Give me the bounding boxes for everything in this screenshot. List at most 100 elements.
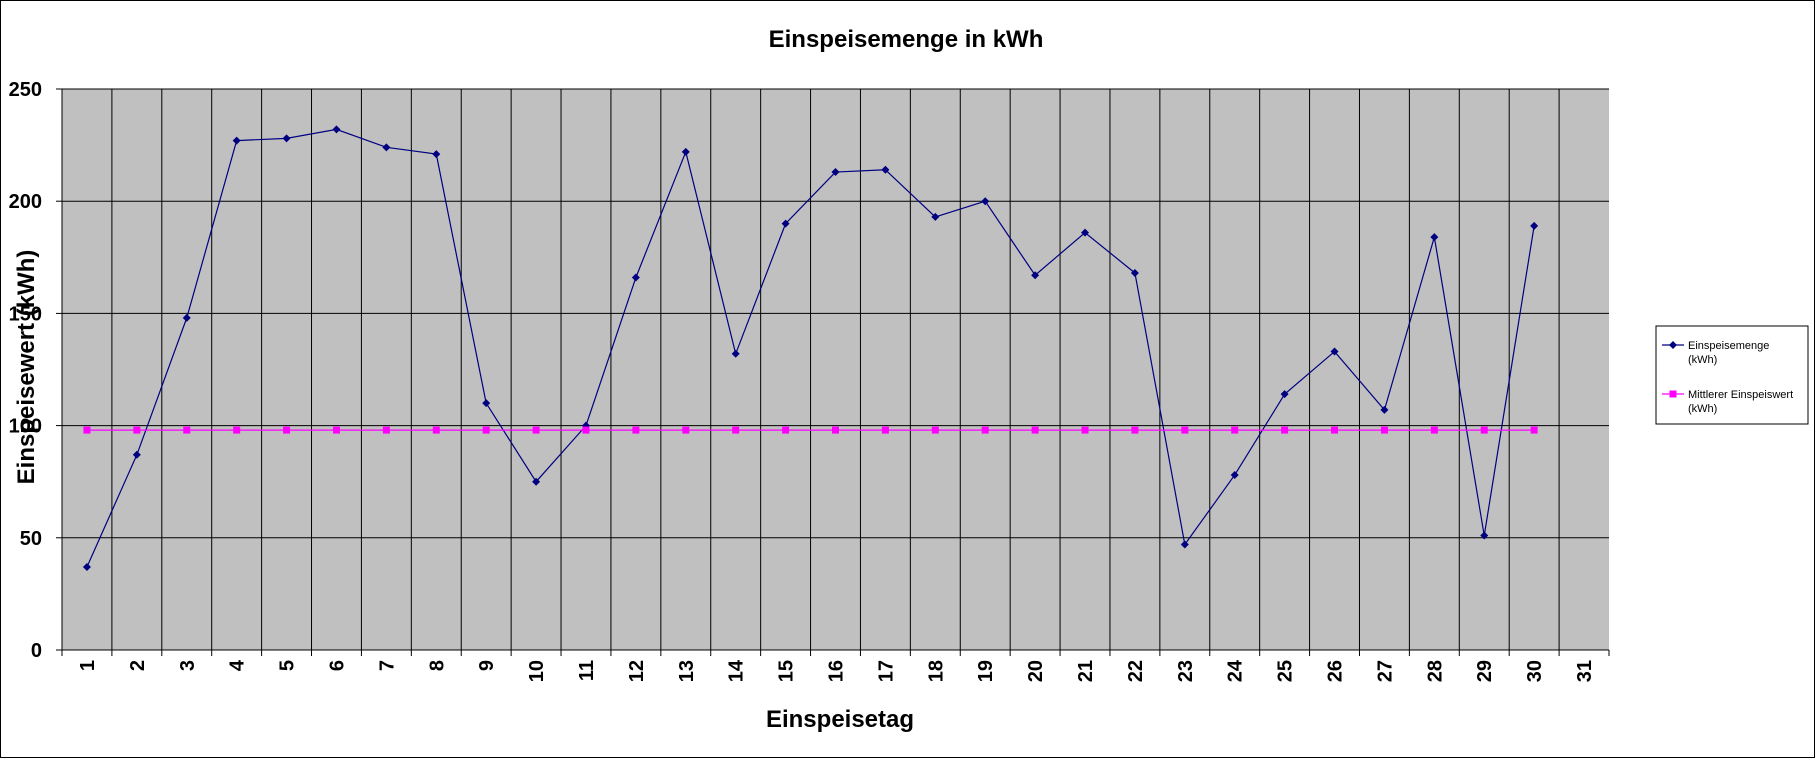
data-point-diamond [182,313,191,322]
data-point-diamond [1230,470,1239,479]
x-tick-label: 14 [726,659,748,682]
x-tick-label: 23 [1175,660,1197,682]
x-tick-label: 8 [426,660,448,671]
data-point-diamond [332,125,341,134]
data-point-square [1530,426,1538,434]
x-tick-label: 2 [127,660,149,671]
data-point-square [1231,426,1239,434]
y-tick-label: 50 [20,528,42,550]
x-tick-label: 5 [277,660,299,671]
x-tick-label: 4 [227,659,249,671]
data-point-square [632,426,640,434]
legend: Einspeisemenge (kWh) Mittlerer Einspeiswer… [1655,325,1809,425]
legend-label: Mittlerer Einspeiswert [1688,389,1793,401]
data-point-diamond [731,349,740,358]
data-point-square [1031,426,1039,434]
x-axis-title: Einspeisetag [766,706,914,733]
data-point-diamond [1480,531,1489,540]
x-tick-label: 17 [875,660,897,682]
data-point-diamond [482,399,491,408]
chart-title: Einspeisemenge in kWh [769,26,1044,53]
legend-label: (kWh) [1688,403,1717,415]
series-layer [82,125,1539,571]
y-tick-label: 0 [31,640,42,662]
data-point-diamond [1081,228,1090,237]
x-tick-label: 29 [1474,660,1496,682]
data-point-diamond [981,197,990,206]
legend-label: Einspeisemenge [1688,340,1769,352]
data-point-square [1181,426,1189,434]
data-point-diamond [681,147,690,156]
data-point-diamond [1130,269,1139,278]
data-point-square [83,426,91,434]
data-point-square [732,426,740,434]
data-point-square [981,426,989,434]
grid-lines [62,88,1609,650]
x-tick-label: 25 [1275,660,1297,682]
y-tick-label: 200 [9,191,42,213]
x-tick-label: 12 [626,660,648,682]
data-point-square [881,426,889,434]
legend-label: (kWh) [1688,354,1717,366]
data-point-diamond [432,150,441,159]
data-point-square [482,426,490,434]
y-tick-label: 100 [9,416,42,438]
data-point-square [832,426,839,434]
x-tick-label: 21 [1075,660,1097,682]
x-tick-labels: 1 2 3 4 5 6 7 8 9 10 11 12 13 14 15 16 17 18 19 20 21 22 23 24 2… [77,659,1596,682]
data-point-square [382,426,390,434]
x-tick-label: 11 [576,660,598,681]
plot-area [62,89,1609,650]
data-point-diamond [82,562,91,571]
data-point-diamond [931,212,940,221]
series-1 [82,125,1539,571]
data-point-diamond [532,477,541,486]
x-tick-label: 28 [1424,660,1446,682]
data-point-square [1081,426,1089,434]
data-point-square [1430,426,1438,434]
data-point-square [1131,426,1139,434]
data-point-square [432,426,440,434]
x-tick-label: 13 [676,660,698,682]
data-point-diamond [781,219,790,228]
data-point-square [332,426,340,434]
data-point-diamond [831,168,840,177]
data-point-square [233,426,241,434]
x-tick-label: 22 [1125,660,1147,682]
y-tick-label: 250 [9,79,42,101]
series-2 [83,426,1538,434]
data-point-diamond [631,273,640,282]
data-point-diamond [1530,221,1539,230]
data-point-square [931,426,939,434]
data-point-diamond [1430,233,1439,242]
data-point-square [532,426,540,434]
data-point-diamond [1180,540,1189,549]
data-point-square [782,426,790,434]
data-point-diamond [881,165,890,174]
data-point-diamond [132,450,141,459]
x-tick-label: 19 [975,660,997,682]
legend-marker [1669,390,1677,398]
y-tick-labels: 0 50 100 150 200 250 [9,79,42,662]
y-axis-title: Einspeisewert (kWh) [13,250,40,485]
data-point-diamond [1330,347,1339,356]
x-tick-label: 6 [326,660,348,671]
x-tick-label: 30 [1524,660,1546,682]
y-tick-label: 150 [9,303,42,325]
axes [56,88,1610,656]
data-point-diamond [1280,390,1289,399]
x-tick-label: 20 [1025,660,1047,682]
x-tick-label: 9 [476,660,498,671]
legend-box [1655,325,1809,425]
x-tick-label: 18 [925,660,947,682]
data-point-diamond [1031,271,1040,280]
data-point-diamond [1380,405,1389,414]
x-tick-label: 7 [376,660,398,671]
data-point-square [1480,426,1488,434]
x-tick-label: 3 [177,660,199,671]
x-tick-label: 31 [1574,660,1596,682]
data-point-square [682,426,690,434]
x-tick-label: 10 [526,660,548,682]
data-point-square [1331,426,1339,434]
